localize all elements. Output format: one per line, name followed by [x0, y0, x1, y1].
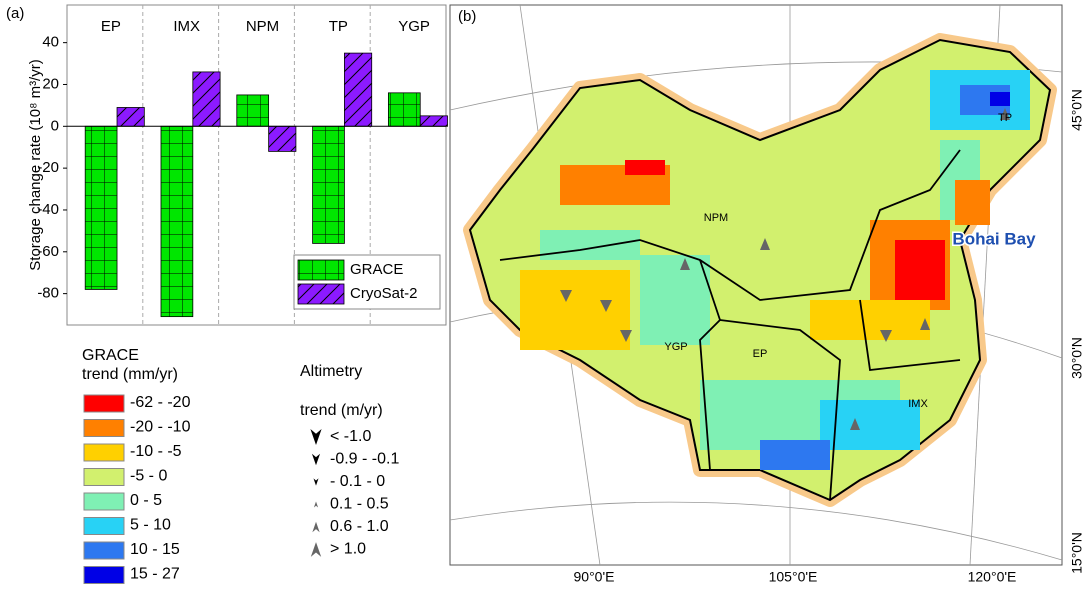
panel-label: (a) [6, 5, 24, 22]
legend-swatch [83, 492, 125, 511]
map-panel [449, 4, 1063, 566]
legend-label: - 0.1 - 0 [330, 473, 385, 490]
bar [192, 71, 221, 127]
legend-label: 10 - 15 [130, 541, 180, 558]
bar [236, 94, 270, 127]
trend-patches [520, 70, 1030, 470]
bar [387, 92, 421, 127]
legend-swatch [83, 443, 125, 462]
y-tick-label: 20 [42, 75, 59, 92]
legend-title: trend (m/yr) [300, 402, 383, 419]
legend-symbol [310, 542, 322, 557]
lon-label: 90°0'E [574, 569, 615, 585]
legend-swatch [297, 283, 345, 305]
lat-label: 45°0'N [1069, 89, 1085, 131]
legend-symbol [313, 478, 319, 486]
lon-label: 120°0'E [968, 569, 1017, 585]
legend-symbol [310, 429, 322, 445]
region-label: IMX [908, 398, 928, 410]
category-label: NPM [246, 18, 279, 35]
legend-label: 5 - 10 [130, 517, 171, 534]
category-label: TP [329, 18, 348, 35]
legend-label: > 1.0 [330, 541, 366, 558]
legend-label: -10 - -5 [130, 443, 182, 460]
panel-label: (b) [458, 8, 476, 25]
legend-swatch [297, 259, 345, 281]
region-label: TP [998, 112, 1012, 124]
bar [268, 125, 297, 152]
callout: Bohai Bay [952, 229, 1036, 248]
legend-swatch [83, 517, 125, 535]
legend-label: -20 - -10 [130, 419, 191, 436]
legend-label: 0.6 - 1.0 [330, 518, 389, 535]
y-axis-label: Storage change rate (10⁸ m³/yr) [27, 59, 44, 270]
bar [312, 125, 345, 244]
legend-title: trend (mm/yr) [82, 366, 178, 383]
bar [160, 125, 194, 318]
category-label: IMX [173, 18, 200, 35]
legend-label: CryoSat-2 [350, 285, 418, 302]
region-label: NPM [704, 212, 728, 224]
legend-title: GRACE [82, 347, 139, 364]
y-tick-label: -80 [37, 285, 59, 302]
lon-label: 105°0'E [769, 569, 818, 585]
y-tick-label: -40 [37, 201, 59, 218]
legend-label: -5 - 0 [130, 468, 167, 485]
legend-swatch [83, 468, 125, 486]
legend-label: 15 - 27 [130, 566, 180, 583]
y-tick-label: 0 [51, 117, 59, 134]
altimetry-markers [560, 108, 1010, 430]
bar [419, 115, 448, 127]
legend-swatch [83, 394, 125, 413]
bar [84, 125, 118, 290]
legend-label: -0.9 - -0.1 [330, 451, 399, 468]
bar [344, 52, 373, 127]
region-label: EP [753, 348, 768, 360]
region-borders [499, 149, 961, 501]
y-tick-label: 40 [42, 34, 59, 51]
legend-label: 0.1 - 0.5 [330, 496, 389, 513]
lat-label: 30°0'N [1069, 337, 1085, 379]
category-label: YGP [398, 18, 430, 35]
legend-swatch [83, 419, 125, 437]
legend-label: 0 - 5 [130, 492, 162, 509]
bar [116, 107, 145, 127]
category-label: EP [101, 18, 121, 35]
legend-symbol [311, 453, 321, 466]
y-tick-label: -20 [37, 159, 59, 176]
lat-label: 15°0'N [1069, 532, 1085, 574]
legend-label: < -1.0 [330, 428, 371, 445]
plot-frame [66, 4, 447, 326]
legend-swatch [83, 541, 125, 560]
legend-swatch [83, 566, 125, 584]
legend-label: GRACE [350, 261, 403, 278]
region-label: YGP [664, 341, 687, 353]
legend-symbol [313, 501, 319, 508]
legend-label: -62 - -20 [130, 394, 191, 411]
legend-title: Altimetry [300, 363, 362, 380]
legend-symbol [312, 521, 320, 533]
y-tick-label: -60 [37, 243, 59, 260]
